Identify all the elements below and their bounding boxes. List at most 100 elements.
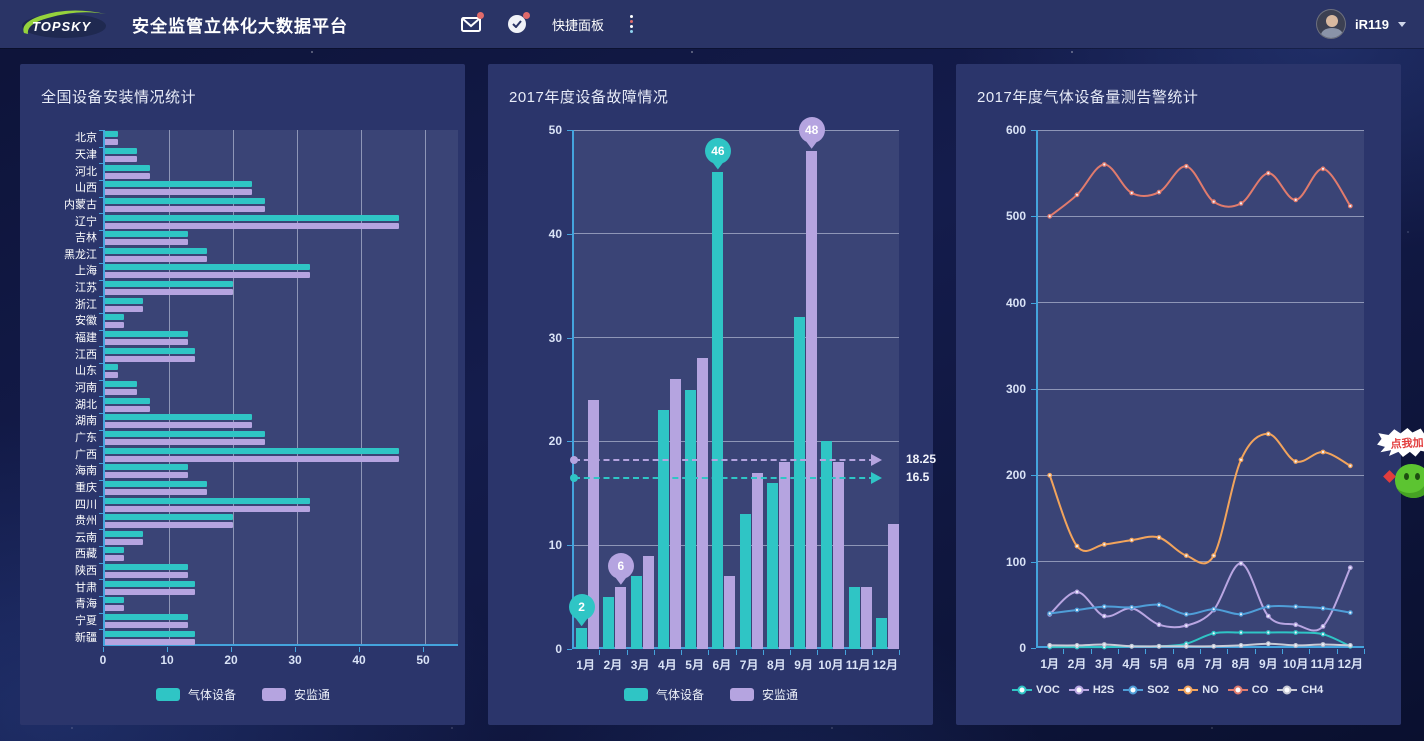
bar-安监通 xyxy=(105,605,125,612)
y-axis-label: 500 xyxy=(1005,209,1026,224)
axis-tick xyxy=(99,329,104,331)
average-line-label: 18.25 xyxy=(906,451,937,466)
legend-dot-marker xyxy=(1183,685,1193,695)
legend-item-气体设备[interactable]: 气体设备 xyxy=(155,686,236,703)
data-point-core xyxy=(1103,543,1106,546)
more-dots-icon[interactable] xyxy=(628,13,635,35)
grid-line xyxy=(424,130,426,644)
axis-tick xyxy=(1118,649,1119,654)
notification-dot xyxy=(477,12,484,19)
legend-label: NO xyxy=(1202,684,1219,696)
bar-安监通 xyxy=(105,472,189,479)
y-axis-label: 300 xyxy=(1005,382,1026,396)
bar-安监通 xyxy=(105,588,195,595)
axis-tick xyxy=(99,412,104,414)
axis-tick xyxy=(99,512,104,514)
category-label: 西藏 xyxy=(75,548,97,561)
grid-line xyxy=(574,233,899,235)
avatar[interactable] xyxy=(1316,9,1347,39)
axis-tick xyxy=(99,379,104,381)
legend-dot-marker xyxy=(1282,685,1292,695)
legend-line-marker xyxy=(1012,685,1032,695)
legend-item-安监通[interactable]: 安监通 xyxy=(262,686,330,703)
legend-label: 气体设备 xyxy=(655,688,704,702)
axis-tick xyxy=(567,130,572,131)
data-point-core xyxy=(1321,450,1325,454)
bar-气体设备 xyxy=(821,441,833,649)
mascot-icon[interactable] xyxy=(1395,464,1424,498)
axis-tick xyxy=(1282,649,1283,654)
data-point-core xyxy=(1048,474,1051,477)
axis-tick xyxy=(99,179,104,181)
category-label: 新疆 xyxy=(75,631,97,644)
bar-安监通 xyxy=(105,455,400,462)
grid-line xyxy=(1038,561,1364,563)
check-circle-icon[interactable] xyxy=(506,12,530,34)
bar-安监通 xyxy=(778,462,790,649)
x-axis-label: 2月 xyxy=(603,658,623,672)
line-series-CH4 xyxy=(1049,642,1351,648)
bar-气体设备 xyxy=(105,514,233,521)
data-point-core xyxy=(1294,198,1297,201)
legend-item-CH4[interactable]: CH4 xyxy=(1277,684,1323,696)
bar-气体设备 xyxy=(105,614,189,621)
legend-item-H2S[interactable]: H2S xyxy=(1068,684,1114,696)
data-point-core xyxy=(1239,202,1243,205)
axis-tick xyxy=(1031,561,1036,563)
legend-item-SO2[interactable]: SO2 xyxy=(1123,684,1169,696)
bar-安监通 xyxy=(615,586,627,649)
topbar-icon-group: 快捷面板 xyxy=(460,12,635,35)
axis-tick xyxy=(99,396,104,398)
axis-tick xyxy=(99,596,104,598)
x-axis-label: 7月 xyxy=(739,658,759,672)
bar-安监通 xyxy=(105,272,310,279)
legend-item-气体设备[interactable]: 气体设备 xyxy=(623,686,704,703)
bar-安监通 xyxy=(860,586,872,649)
axis-tick xyxy=(1031,389,1036,390)
data-point-core xyxy=(1321,643,1325,646)
bar-气体设备 xyxy=(576,628,588,649)
axis-tick xyxy=(99,196,104,198)
legend-item-安监通[interactable]: 安监通 xyxy=(730,686,798,703)
user-menu[interactable]: iR119 xyxy=(1316,9,1406,39)
axis-tick xyxy=(1172,649,1174,654)
legend-item-NO[interactable]: NO xyxy=(1178,684,1219,696)
axis-tick xyxy=(844,650,846,655)
data-point-core xyxy=(1239,562,1243,565)
axis-tick xyxy=(567,441,572,443)
bar-安监通 xyxy=(833,462,845,649)
legend-item-CO[interactable]: CO xyxy=(1227,684,1268,696)
axis-tick xyxy=(99,446,104,448)
data-point-core xyxy=(1212,554,1215,557)
y-axis-label: 50 xyxy=(548,123,562,137)
faults-plot-area: 2 6 46 48 xyxy=(568,116,899,649)
y-axis-label: 0 xyxy=(1019,641,1026,655)
category-label: 河北 xyxy=(75,165,97,178)
quick-panel-button[interactable]: 快捷面板 xyxy=(552,17,605,33)
click-me-badge[interactable]: 点我加 xyxy=(1376,426,1424,459)
legend-dot-marker xyxy=(1017,685,1027,695)
axis-tick xyxy=(99,146,104,148)
axis-tick xyxy=(99,346,104,348)
bar-安监通 xyxy=(105,572,189,579)
bar-安监通 xyxy=(105,339,189,346)
legend-line-marker xyxy=(1277,685,1298,695)
x-axis-label: 40 xyxy=(352,653,366,667)
axis-tick xyxy=(99,429,104,431)
bar-安监通 xyxy=(105,222,400,229)
y-axis-label: 10 xyxy=(548,538,562,553)
bar-安监通 xyxy=(669,379,681,649)
bar-安监通 xyxy=(642,555,654,649)
category-label: 湖南 xyxy=(75,415,97,428)
mail-icon[interactable] xyxy=(460,12,484,34)
topsky-logo[interactable]: TOPSKY xyxy=(18,7,114,41)
bar-气体设备 xyxy=(685,389,697,649)
category-label: 贵州 xyxy=(75,515,97,528)
x-axis-label: 5月 xyxy=(685,658,704,672)
bar-安监通 xyxy=(105,172,150,179)
bar-安监通 xyxy=(105,405,150,412)
data-point-core xyxy=(1075,608,1079,612)
legend-item-VOC[interactable]: VOC xyxy=(1012,684,1060,696)
data-point-core xyxy=(1212,645,1215,648)
floating-helper-widget[interactable]: 点我加 xyxy=(1377,428,1424,498)
